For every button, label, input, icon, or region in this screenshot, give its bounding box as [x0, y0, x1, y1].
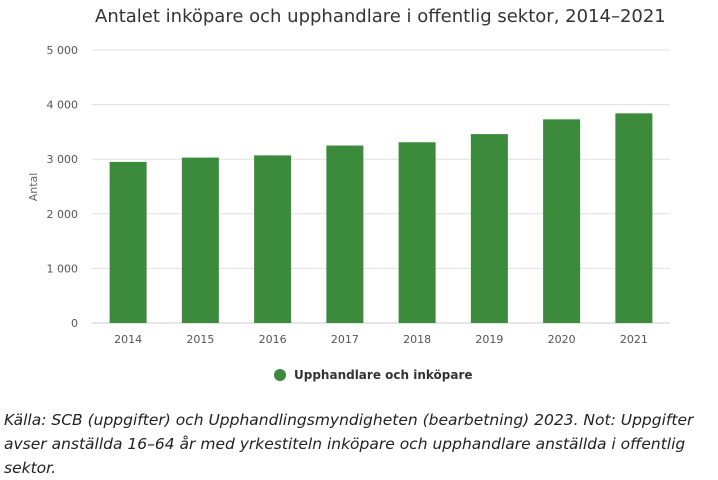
x-axis-ticks: 2014 2015 2016 2017 2018 2019 2020 2021	[114, 333, 648, 346]
legend-marker	[274, 369, 286, 381]
x-tick-label: 2014	[114, 333, 142, 346]
bars	[109, 113, 653, 323]
source-note: Källa: SCB (uppgifter) och Upphandlingsm…	[4, 411, 694, 477]
y-tick-label: 2 000	[47, 208, 79, 221]
y-axis-ticks: 0 1 000 2 000 3 000 4 000 5 000	[47, 44, 79, 330]
legend-label: Upphandlare och inköpare	[294, 368, 473, 382]
bar-2017[interactable]	[326, 145, 364, 323]
legend[interactable]: Upphandlare och inköpare	[274, 368, 473, 382]
bar-2020[interactable]	[543, 119, 581, 323]
x-tick-label: 2020	[548, 333, 576, 346]
x-tick-label: 2019	[475, 333, 503, 346]
y-tick-label: 3 000	[47, 153, 79, 166]
bar-2016[interactable]	[254, 155, 292, 323]
chart-title: Antalet inköpare och upphandlare i offen…	[95, 6, 666, 27]
bar-2015[interactable]	[181, 157, 219, 323]
x-tick-label: 2017	[331, 333, 359, 346]
y-tick-label: 1 000	[47, 262, 79, 275]
y-axis-label: Antal	[27, 173, 40, 202]
x-tick-label: 2021	[620, 333, 648, 346]
bar-2019[interactable]	[470, 134, 508, 323]
x-tick-label: 2016	[259, 333, 287, 346]
gridlines	[92, 49, 670, 324]
bar-2021[interactable]	[615, 113, 653, 323]
bar-2018[interactable]	[398, 142, 436, 323]
x-tick-label: 2015	[186, 333, 214, 346]
bar-2014[interactable]	[109, 161, 147, 323]
y-tick-label: 0	[71, 317, 78, 330]
y-tick-label: 4 000	[47, 99, 79, 112]
x-tick-label: 2018	[403, 333, 431, 346]
y-tick-label: 5 000	[47, 44, 79, 57]
